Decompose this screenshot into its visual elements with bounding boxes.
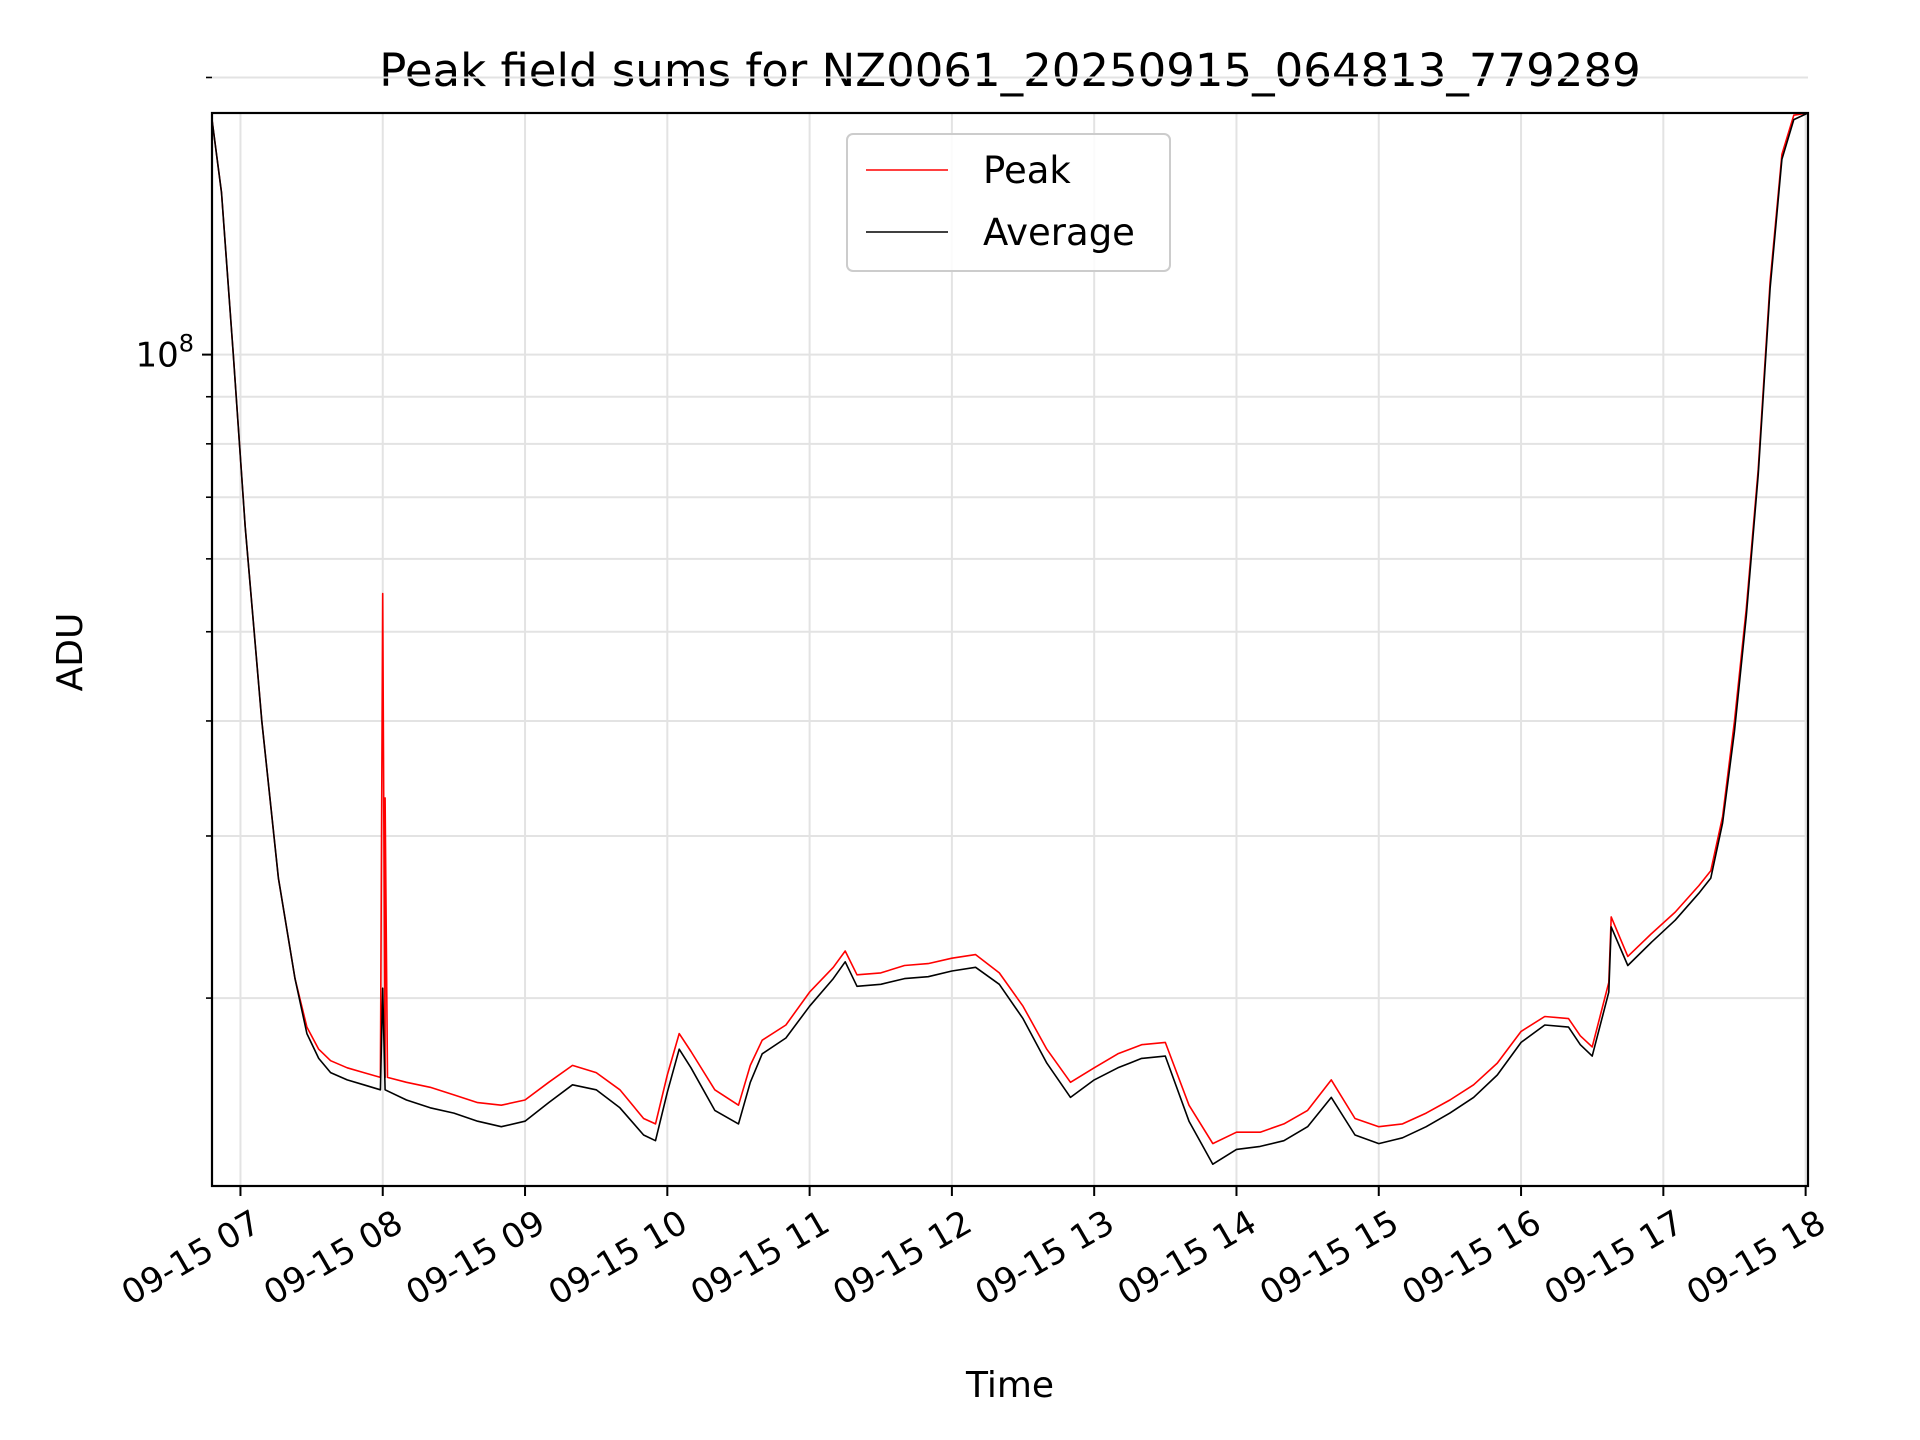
y-tick-label: 108	[135, 330, 194, 376]
x-axis-label: Time	[965, 1365, 1054, 1406]
y-axis: 108	[135, 76, 212, 999]
chart-title: Peak field sums for NZ0061_20250915_0648…	[379, 44, 1640, 97]
series-line-peak	[211, 112, 1809, 1145]
legend: Peak Average	[846, 133, 1171, 272]
legend-box	[846, 133, 1171, 272]
y-axis-label: ADU	[50, 613, 91, 692]
series-line-average	[211, 112, 1809, 1165]
legend-label-average: Average	[983, 211, 1135, 254]
legend-label-peak: Peak	[983, 149, 1071, 192]
series-layer	[211, 112, 1809, 1165]
grid	[212, 76, 1808, 1186]
plot-frame	[210, 111, 1810, 1188]
